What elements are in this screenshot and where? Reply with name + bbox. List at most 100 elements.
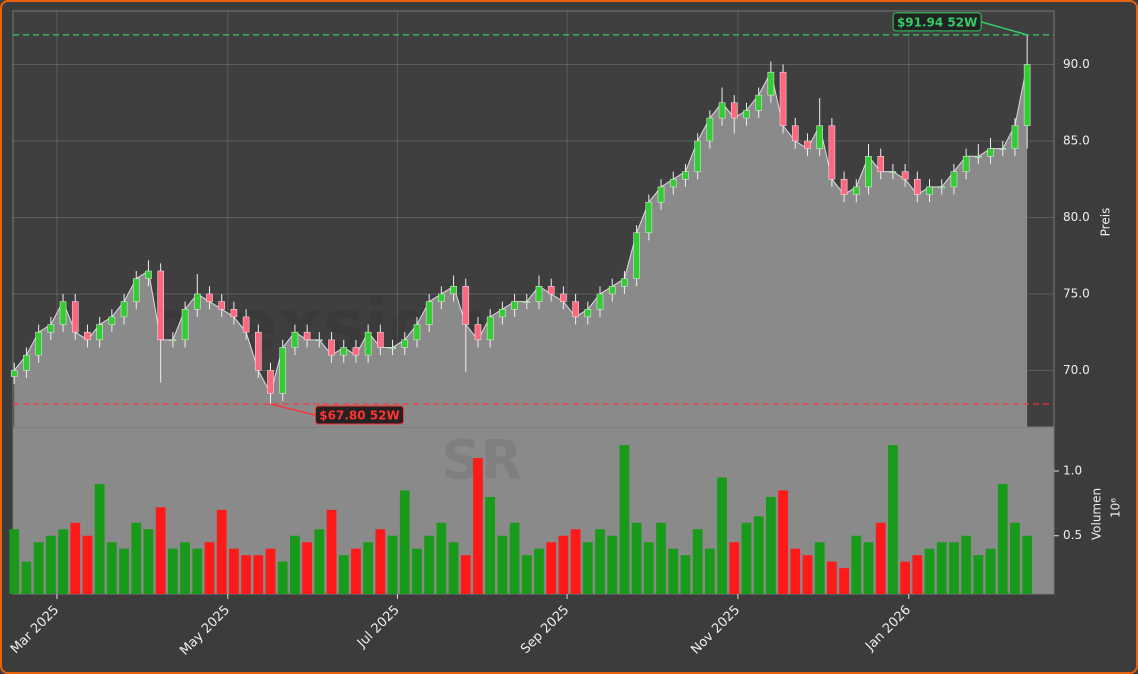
candle-body: [755, 94, 762, 111]
volume-bar: [192, 548, 203, 594]
candle-body: [157, 270, 164, 341]
volume-bar: [241, 555, 251, 594]
volume-bar: [375, 529, 386, 594]
candle-body: [718, 102, 726, 119]
volume-bar: [985, 548, 996, 594]
volume-bar: [1022, 535, 1033, 594]
candle-body: [267, 370, 274, 394]
candle-body: [572, 301, 579, 318]
candle-body: [669, 178, 677, 188]
volume-bar: [949, 542, 959, 594]
y-tick-label: 0.5: [1063, 528, 1082, 542]
volume-bar: [33, 542, 44, 594]
volume-bar: [692, 529, 703, 594]
candle-body: [547, 286, 555, 295]
candle-body: [96, 324, 103, 341]
volume-bar: [387, 535, 398, 594]
candle-body: [181, 308, 189, 341]
candle-body: [84, 331, 91, 341]
candle-body: [438, 293, 445, 302]
volume-bar: [180, 542, 190, 594]
x-tick-label: Sep 2025: [518, 603, 572, 657]
volume-bar: [497, 535, 508, 594]
x-tick-label: Mar 2025: [8, 603, 62, 657]
volume-bar: [961, 535, 972, 594]
volume-bar: [229, 548, 239, 594]
candle-body: [535, 286, 543, 302]
volume-bar: [9, 529, 20, 594]
volume-bar: [473, 458, 483, 594]
volume-bar: [619, 445, 630, 594]
candle-body: [852, 186, 860, 195]
volume-bar: [460, 555, 471, 594]
candle-body: [340, 347, 348, 356]
volume-bar: [58, 529, 68, 594]
volume-bar: [45, 535, 56, 594]
candle-body: [303, 331, 311, 341]
volume-bar: [351, 548, 361, 594]
volume-bar: [668, 548, 679, 594]
candle-body: [560, 293, 567, 302]
candle-body: [450, 286, 457, 295]
volume-bar: [814, 542, 825, 594]
volume-bar: [436, 522, 447, 594]
volume-bar: [167, 548, 178, 594]
candle-body: [1023, 64, 1031, 126]
volume-bar: [21, 561, 32, 594]
volume-bar: [448, 542, 459, 594]
candle-body: [523, 301, 531, 303]
annotation-label: $67.80 52W: [319, 409, 399, 423]
candle-body: [377, 331, 384, 348]
volume-bar: [912, 555, 923, 594]
x-tick-label: Jul 2025: [354, 603, 403, 652]
volume-bar: [656, 522, 666, 594]
annotation-box: [892, 12, 982, 32]
candle-body: [364, 331, 372, 356]
volume-bar: [253, 555, 264, 594]
y-scale-label: 10⁶: [1109, 498, 1123, 518]
volume-bar: [363, 542, 374, 594]
candle-body: [987, 148, 994, 157]
volume-bar: [936, 542, 947, 594]
volume-bar: [631, 522, 642, 594]
annotation-arrow: [980, 21, 1028, 36]
candle-body: [901, 171, 909, 180]
candle-body: [71, 301, 79, 333]
volume-bar: [753, 516, 764, 594]
candle-body: [828, 125, 836, 180]
candle-body: [499, 308, 506, 318]
candle-body: [999, 148, 1007, 150]
candle-body: [975, 156, 982, 158]
volume-bar: [973, 555, 984, 594]
volume-bar: [607, 535, 618, 594]
volume-bar: [741, 522, 752, 594]
candle-body: [193, 293, 201, 310]
y-tick-label: 90.0: [1063, 57, 1090, 71]
volume-bar: [875, 522, 886, 594]
candle-body: [645, 201, 653, 234]
candle-body: [743, 110, 750, 119]
volume-bar: [338, 555, 349, 594]
candle-body: [218, 301, 225, 310]
volume-bar: [729, 542, 740, 594]
candle-body: [608, 286, 616, 295]
candle-body: [596, 293, 604, 310]
volume-bar: [399, 490, 410, 594]
candle-body: [108, 316, 116, 325]
volume-bar: [485, 496, 496, 594]
volume-bar: [900, 561, 910, 594]
volume-bar: [802, 555, 813, 594]
price-area: [14, 64, 1028, 427]
candle-body: [169, 339, 177, 342]
volume-bar: [302, 542, 312, 594]
volume-bar: [155, 507, 166, 594]
candle-body: [840, 178, 848, 195]
candle-body: [59, 301, 67, 325]
candle-body: [511, 301, 518, 310]
volume-bar: [570, 529, 581, 594]
candle-body: [230, 308, 238, 318]
volume-bar: [424, 535, 435, 594]
volume-bar: [314, 529, 325, 594]
